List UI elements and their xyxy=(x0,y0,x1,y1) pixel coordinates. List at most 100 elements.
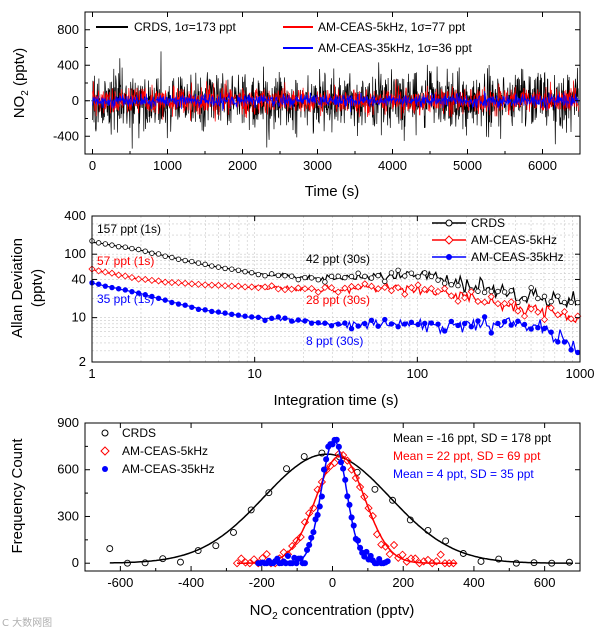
p2-point-1 xyxy=(128,273,136,282)
p1-legend-35khz: AM-CEAS-35kHz, 1σ=36 ppt xyxy=(318,41,472,55)
p2-frame xyxy=(91,215,581,363)
p2-point-1 xyxy=(347,282,356,290)
p3-point-0 xyxy=(230,529,237,536)
p2-point-1 xyxy=(401,290,409,298)
p2-xtick-label: 10 xyxy=(247,366,261,381)
p3-point-1 xyxy=(411,554,420,563)
p2-point-2 xyxy=(455,322,461,329)
p2-point-2 xyxy=(335,321,341,327)
p3-point-2 xyxy=(333,436,340,443)
p2-point-1 xyxy=(507,298,515,306)
p3-point-0 xyxy=(459,550,467,557)
p2-point-2 xyxy=(435,321,441,327)
p1-ytick-label: 400 xyxy=(57,57,79,72)
p3-point-1 xyxy=(360,492,369,501)
p2-point-0 xyxy=(415,274,421,280)
p2-point-2 xyxy=(515,318,521,324)
p2-point-2 xyxy=(109,284,115,291)
p2-point-0 xyxy=(315,277,321,283)
p2-point-2 xyxy=(115,286,122,292)
p2-point-0 xyxy=(328,273,335,280)
p3-point-1 xyxy=(449,559,458,568)
p2-point-2 xyxy=(135,290,142,296)
p2-point-1 xyxy=(334,288,342,296)
p2-point-2 xyxy=(95,281,102,287)
p2-point-2 xyxy=(182,302,188,308)
p2-point-1 xyxy=(407,284,415,292)
p3-xtick-label: -200 xyxy=(249,575,275,590)
p2-point-1 xyxy=(554,311,562,319)
p2-point-0 xyxy=(182,257,188,264)
p2-point-1 xyxy=(527,305,535,313)
p2-point-2 xyxy=(355,323,361,329)
p2-point-1 xyxy=(301,285,309,293)
p2-point-2 xyxy=(548,329,554,335)
p2-point-0 xyxy=(395,267,401,273)
p2-point-0 xyxy=(288,273,295,279)
p2-point-2 xyxy=(229,311,235,318)
p3-point-0 xyxy=(512,559,520,567)
p2-point-1 xyxy=(547,304,555,312)
p3-point-0 xyxy=(141,559,149,567)
p2-point-0 xyxy=(129,245,135,252)
p2-point-1 xyxy=(274,285,282,293)
p2-point-0 xyxy=(428,273,435,280)
p2-point-1 xyxy=(288,285,296,293)
p2-point-1 xyxy=(427,284,435,293)
p3-point-0 xyxy=(247,506,255,514)
p2-point-2 xyxy=(561,339,568,345)
p2-legend: CRDS AM-CEAS-5kHz AM-CEAS-35kHz xyxy=(432,216,564,264)
p3-point-1 xyxy=(372,530,382,539)
p2-point-1 xyxy=(327,284,336,292)
p2-point-1 xyxy=(294,284,302,292)
p2-point-0 xyxy=(488,288,494,295)
p1-ytick-label: 800 xyxy=(57,22,79,37)
p3-fit-crds: Mean = -16 ppt, SD = 178 ppt xyxy=(393,431,552,445)
p2-point-0 xyxy=(249,269,255,276)
p2-point-1 xyxy=(454,297,462,305)
p3-point-2 xyxy=(342,476,349,483)
p2-point-0 xyxy=(202,261,208,268)
p2-point-0 xyxy=(222,265,228,272)
p2-point-1 xyxy=(387,287,396,295)
p2-legend-marker-crds xyxy=(445,219,453,227)
p3-point-0 xyxy=(283,465,290,473)
p3-point-2 xyxy=(320,466,328,473)
p3-point-2 xyxy=(357,544,364,551)
p3-point-1 xyxy=(398,550,407,559)
p2-point-2 xyxy=(555,339,561,345)
p2-point-1 xyxy=(148,276,156,284)
p2-point-1 xyxy=(268,282,276,290)
p2-point-1 xyxy=(234,282,242,290)
p3-point-1 xyxy=(381,542,390,551)
p3-point-1 xyxy=(385,550,394,559)
p3-xtick-label: 400 xyxy=(463,575,485,590)
p1-axes: 0 1000 2000 3000 4000 5000 6000 -400 0 400 800 xyxy=(53,12,580,173)
p3-ytick-label: 900 xyxy=(57,415,79,430)
p2-point-1 xyxy=(321,283,329,292)
p2-point-1 xyxy=(361,280,369,288)
p3-legend: CRDS AM-CEAS-5kHz AM-CEAS-35kHz xyxy=(100,426,215,476)
p2-point-1 xyxy=(374,285,382,293)
p2-point-2 xyxy=(262,317,268,324)
p2-point-1 xyxy=(95,267,103,275)
p3-point-0 xyxy=(565,558,573,566)
p2-point-1 xyxy=(314,288,322,296)
p2-grid xyxy=(91,215,581,363)
p3-point-0 xyxy=(318,449,326,457)
p3-point-2 xyxy=(308,534,315,541)
p2-point-2 xyxy=(275,314,282,320)
p3-point-2 xyxy=(363,548,370,555)
p2-point-0 xyxy=(508,288,514,294)
p2-point-0 xyxy=(209,263,215,269)
p3-point-0 xyxy=(530,559,538,567)
p2-point-0 xyxy=(561,299,568,306)
p3-point-2 xyxy=(348,514,355,521)
p3-point-1 xyxy=(249,555,259,564)
p2-point-2 xyxy=(255,314,262,321)
p2-point-1 xyxy=(208,281,216,289)
p2-point-1 xyxy=(447,292,455,300)
p3-point-0 xyxy=(177,558,184,566)
p2-point-1 xyxy=(254,284,262,292)
